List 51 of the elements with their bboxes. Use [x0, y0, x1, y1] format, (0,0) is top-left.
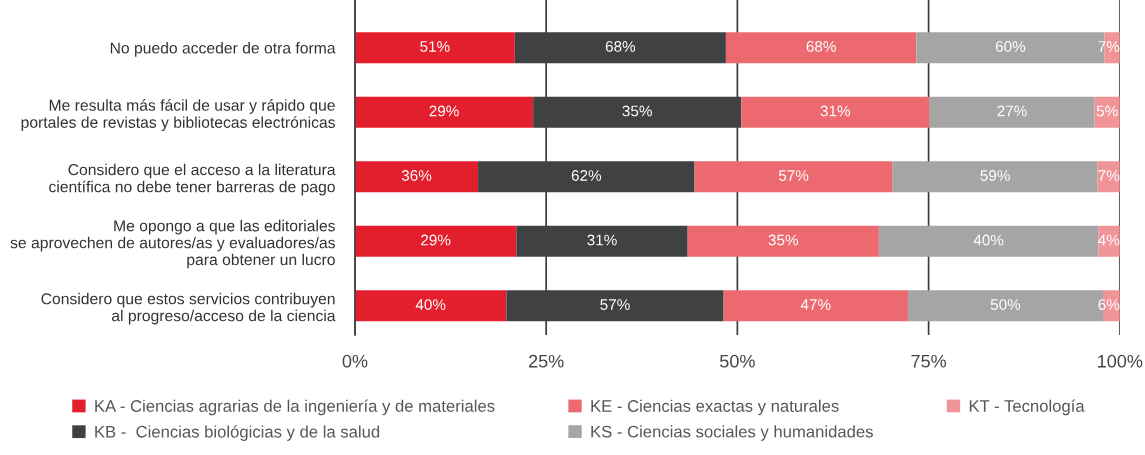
- legend-label: KE - Ciencias exactas y naturales: [591, 399, 839, 416]
- legend-label: KB - Ciencias biológicias y de la salud: [95, 425, 380, 441]
- y-tick-label: Considero que el acceso a la literatura científica no debe tener barreras de pago: [49, 163, 336, 196]
- bar: [878, 225, 1099, 257]
- annotation: 7%: [1098, 170, 1120, 181]
- annotation: 4%: [1098, 234, 1120, 246]
- annotation: 29%: [421, 234, 451, 246]
- bar: [741, 96, 930, 128]
- legend-label: KT - Tecnología: [969, 399, 1085, 416]
- y-tick-label: No puedo acceder de otra forma: [110, 42, 336, 57]
- bar: [354, 32, 515, 64]
- legend-label: KA - Ciencias agrarias de la ingeniería y de materiales: [95, 399, 495, 416]
- x-tick-label: 75%: [911, 354, 947, 368]
- y-tick-label: Considero que estos servicios contribuyen al progreso/acceso de la ciencia: [41, 292, 336, 325]
- annotation: 57%: [778, 170, 809, 181]
- x-tick-label: 25%: [529, 354, 564, 368]
- annotation: 50%: [990, 299, 1021, 310]
- bar: [725, 32, 917, 64]
- legend-label: KS - Ciencias sociales y humanidades: [591, 425, 873, 441]
- annotation: 35%: [768, 234, 799, 246]
- annotation: 47%: [800, 299, 831, 310]
- bar: [694, 161, 893, 193]
- y-tick-label: Me opongo a que las editoriales se aprovechen de autores/as y evaluadores/as para obtener un lucro: [10, 219, 335, 269]
- annotation: 68%: [806, 41, 836, 52]
- x-tick-label: 100%: [1098, 354, 1143, 368]
- annotation: 31%: [820, 105, 851, 117]
- annotation: 40%: [415, 299, 446, 310]
- bar: [723, 290, 908, 322]
- annotation: 5%: [1096, 105, 1118, 117]
- bar: [892, 161, 1098, 193]
- bar: [929, 96, 1095, 128]
- annotation: 40%: [973, 234, 1004, 246]
- annotation: 35%: [622, 105, 652, 117]
- annotation: 29%: [429, 105, 459, 117]
- bar: [354, 161, 479, 193]
- annotation: 31%: [587, 234, 617, 246]
- y-tick-label: Me resulta más fácil de usar y rápido que portales de revistas y bibliotecas electrónicas: [21, 99, 335, 132]
- annotation: 51%: [420, 41, 450, 52]
- annotation: 68%: [605, 41, 636, 52]
- annotation: 60%: [995, 41, 1026, 52]
- bar: [354, 290, 507, 322]
- bar: [687, 225, 879, 257]
- annotation: 36%: [401, 170, 432, 181]
- annotation: 27%: [997, 105, 1027, 117]
- bar: [354, 225, 517, 257]
- x-tick-label: 50%: [720, 354, 755, 368]
- annotation: 57%: [600, 299, 630, 310]
- x-tick-label: 0%: [342, 354, 368, 368]
- annotation: 59%: [980, 170, 1010, 181]
- annotation: 62%: [571, 170, 602, 181]
- bar: [354, 96, 534, 128]
